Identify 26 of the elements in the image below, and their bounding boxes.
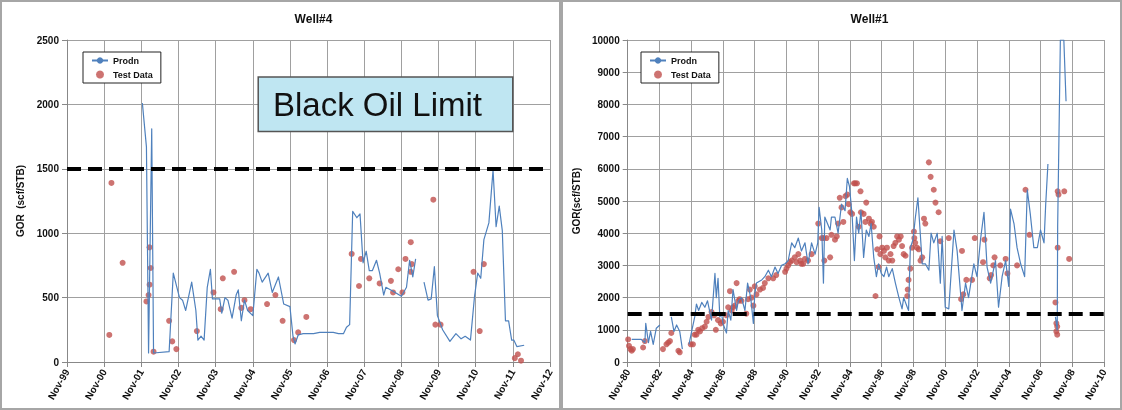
y-axis-title: GOR(scf/STB) bbox=[570, 167, 582, 235]
y-tick-label: 0 bbox=[53, 356, 60, 368]
y-tick-label: 500 bbox=[42, 292, 60, 304]
y-tick-label: 5000 bbox=[597, 195, 621, 207]
y-tick-label: 9000 bbox=[597, 66, 621, 78]
legend-label: Test Data bbox=[671, 69, 712, 80]
y-tick-label: 2500 bbox=[36, 34, 60, 46]
ref-line-label: Black Oil Limit bbox=[272, 85, 482, 123]
y-tick-label: 1000 bbox=[36, 227, 60, 239]
y-tick-label: 0 bbox=[614, 356, 621, 368]
chart-title: Well#4 bbox=[294, 12, 333, 26]
chart-title: Well#1 bbox=[850, 12, 889, 26]
y-tick-label: 1000 bbox=[597, 324, 621, 336]
y-tick-label: 1500 bbox=[36, 163, 60, 175]
y-tick-label: 2000 bbox=[597, 292, 621, 304]
y-tick-label: 10000 bbox=[591, 34, 621, 46]
y-tick-label: 7000 bbox=[597, 131, 621, 143]
y-tick-label: 6000 bbox=[597, 163, 621, 175]
y-tick-label: 3000 bbox=[597, 259, 621, 271]
y-tick-label: 4000 bbox=[597, 227, 621, 239]
legend-label: Prodn bbox=[671, 55, 697, 66]
legend-label: Test Data bbox=[113, 69, 154, 80]
y-tick-label: 2000 bbox=[36, 98, 60, 110]
y-axis-title: GOR (scf/STB) bbox=[14, 164, 26, 238]
legend-label: Prodn bbox=[113, 55, 139, 66]
y-tick-label: 8000 bbox=[597, 98, 621, 110]
